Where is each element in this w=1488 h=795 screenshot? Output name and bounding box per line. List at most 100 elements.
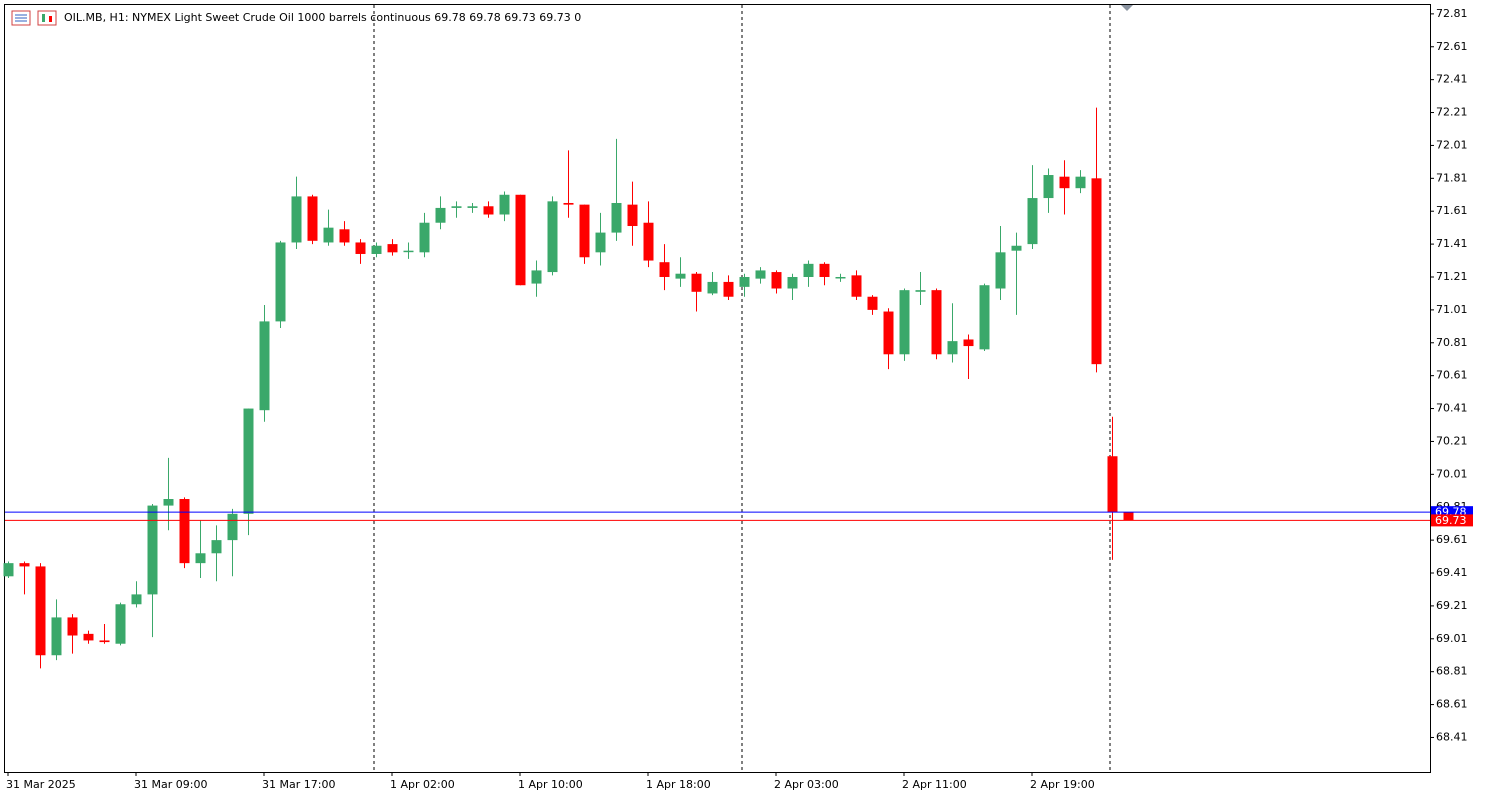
candle-body [979,285,990,350]
x-tick-label: 2 Apr 03:00 [774,778,839,791]
y-tick-label: 70.61 [1436,369,1468,382]
candle-body [499,194,510,215]
y-tick-label: 71.41 [1436,237,1468,250]
shift-marker[interactable] [1121,5,1133,11]
y-tick-label: 69.41 [1436,566,1468,579]
y-tick-label: 69.21 [1436,599,1468,612]
candle-body [163,499,174,506]
candle-body [467,206,478,208]
candle-body [227,513,238,541]
candle-body [1107,456,1118,513]
price-tag [1431,514,1473,527]
candle-body [675,273,686,279]
candle-body [259,321,270,411]
chart-title: OIL.MB, H1: NYMEX Light Sweet Crude Oil … [64,11,581,24]
y-tick-label: 72.61 [1436,40,1468,53]
y-tick-label: 72.21 [1436,106,1468,119]
candle-body [771,272,782,289]
y-tick-label: 70.01 [1436,467,1468,480]
candle-body [291,196,302,243]
candle-body [915,290,926,292]
x-tick-label: 2 Apr 19:00 [1030,778,1095,791]
toolbar-icons[interactable] [11,10,57,26]
y-tick-label: 70.81 [1436,336,1468,349]
x-tick-label: 1 Apr 02:00 [390,778,455,791]
candle-body [643,222,654,261]
candle-body [691,273,702,292]
candle-body [419,222,430,253]
candle-body [1123,512,1134,521]
y-tick-label: 69.01 [1436,632,1468,645]
candle-body [1027,198,1038,245]
candle-body [195,553,206,564]
candle-body [787,276,798,289]
y-tick-label: 69.61 [1436,533,1468,546]
y-tick-label: 72.81 [1436,7,1468,20]
candle-body [355,242,366,254]
price-tag-label: 69.73 [1435,514,1467,527]
y-tick-label: 71.01 [1436,303,1468,316]
candle-body [115,604,126,644]
candle-body [947,341,958,355]
y-tick-label: 71.81 [1436,171,1468,184]
y-tick-label: 71.61 [1436,204,1468,217]
candle-body [723,281,734,297]
candle-body [579,204,590,258]
candle-body [51,617,62,656]
candle-body [899,290,910,355]
candle-body [883,311,894,355]
candle-body [307,196,318,241]
candle-body [627,204,638,227]
x-tick-label: 1 Apr 18:00 [646,778,711,791]
candle-body [243,408,254,514]
candle-body [739,276,750,287]
x-tick-label: 31 Mar 17:00 [262,778,335,791]
y-tick-label: 72.41 [1436,73,1468,86]
candle-body [403,250,414,253]
candle-body [611,202,622,233]
candle-body [83,633,94,641]
x-tick-label: 31 Mar 2025 [6,778,76,791]
candle-body [387,244,398,253]
candle-body [1043,175,1054,199]
candle-body [211,540,222,554]
icon[interactable] [37,10,57,26]
candle-body [3,563,14,577]
candle-body [35,566,46,656]
candle-body [131,594,142,605]
candle-body [67,617,78,636]
candle-body [819,263,830,277]
candle-body [563,202,574,205]
candle-body [483,206,494,215]
candle-body [931,290,942,355]
candle-body [851,275,862,297]
candle-body [1075,176,1086,189]
plot-frame [4,4,1431,773]
candle-body [515,194,526,286]
candle-body [1091,178,1102,365]
x-tick-label: 2 Apr 11:00 [902,778,967,791]
candle-body [531,270,542,284]
y-tick-label: 71.21 [1436,270,1468,283]
y-tick-label: 68.81 [1436,665,1468,678]
price-tag [1431,506,1473,519]
candle-body [19,563,30,567]
candle-body [803,263,814,277]
x-tick-label: 1 Apr 10:00 [518,778,583,791]
candle-body [1011,245,1022,251]
y-tick-label: 70.41 [1436,402,1468,415]
candle-body [1059,176,1070,189]
candle-body [755,270,766,279]
candle-body [963,339,974,347]
y-tick-label: 68.41 [1436,730,1468,743]
y-tick-label: 72.01 [1436,138,1468,151]
candle-body [659,262,670,277]
y-tick-label: 70.21 [1436,434,1468,447]
candle-body [451,206,462,208]
candle-body [147,505,158,595]
candle-body [867,296,878,310]
candle-body [435,207,446,223]
icon-bar [49,16,52,22]
candle-body [275,242,286,322]
